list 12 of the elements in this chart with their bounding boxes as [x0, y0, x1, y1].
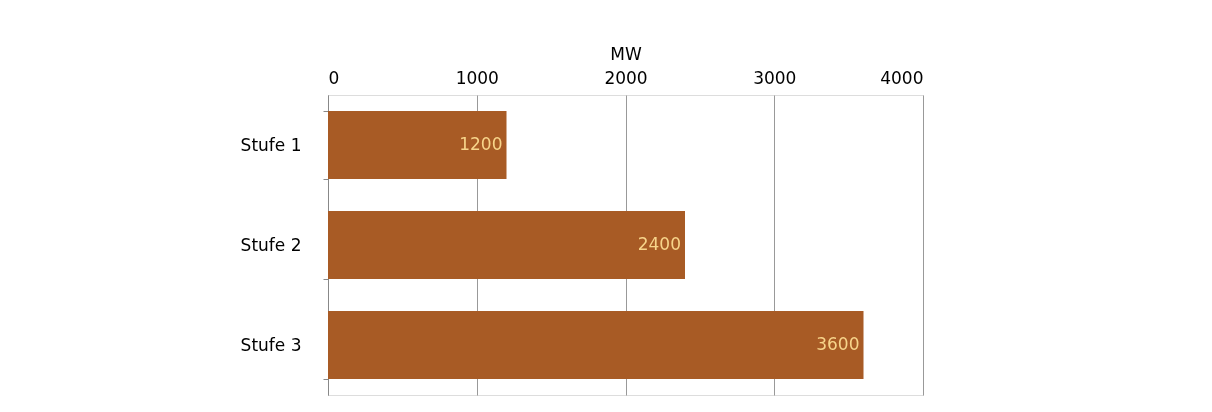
data-label: 1200 — [459, 134, 503, 154]
x-tick-label: 0 — [328, 67, 340, 88]
y-tick-label: Stufe 3 — [240, 334, 302, 355]
x-tick-label: 1000 — [455, 67, 499, 88]
data-label: 3600 — [816, 334, 860, 354]
x-axis-title: MW — [610, 43, 642, 64]
y-tick-label: Stufe 2 — [240, 234, 302, 255]
x-tick-label: 2000 — [604, 67, 648, 88]
x-tick-label: 3000 — [753, 67, 797, 88]
data-label: 2400 — [637, 234, 681, 254]
y-tick-label: Stufe 1 — [240, 134, 302, 155]
x-tick-label: 4000 — [880, 67, 924, 88]
